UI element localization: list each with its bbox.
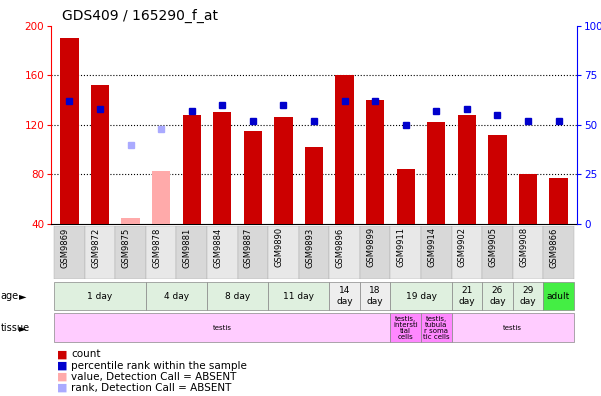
FancyBboxPatch shape bbox=[451, 314, 574, 342]
Text: ■: ■ bbox=[57, 383, 67, 393]
Text: rank, Detection Call = ABSENT: rank, Detection Call = ABSENT bbox=[71, 383, 231, 393]
Bar bbox=[121, 217, 140, 224]
Text: 11 day: 11 day bbox=[283, 291, 314, 301]
Text: testis: testis bbox=[503, 325, 522, 331]
Text: adult: adult bbox=[547, 291, 570, 301]
Bar bbox=[305, 147, 323, 224]
Text: GSM9893: GSM9893 bbox=[305, 227, 314, 268]
Text: ►: ► bbox=[19, 323, 26, 333]
Text: testis,
intersti
tial
cells: testis, intersti tial cells bbox=[394, 316, 418, 340]
Text: GSM9902: GSM9902 bbox=[458, 227, 467, 267]
FancyBboxPatch shape bbox=[482, 282, 513, 310]
Text: 29
day: 29 day bbox=[520, 286, 536, 306]
Text: GSM9878: GSM9878 bbox=[152, 227, 161, 268]
Text: ■: ■ bbox=[57, 349, 67, 360]
Bar bbox=[60, 38, 79, 224]
FancyBboxPatch shape bbox=[421, 226, 451, 279]
Text: 18
day: 18 day bbox=[367, 286, 383, 306]
Text: age: age bbox=[1, 291, 19, 301]
FancyBboxPatch shape bbox=[482, 226, 513, 279]
Text: GSM9875: GSM9875 bbox=[121, 227, 130, 268]
FancyBboxPatch shape bbox=[85, 226, 115, 279]
Text: ■: ■ bbox=[57, 360, 67, 371]
Text: 8 day: 8 day bbox=[225, 291, 250, 301]
Bar bbox=[152, 171, 170, 224]
Bar bbox=[243, 131, 262, 224]
Text: GSM9884: GSM9884 bbox=[213, 227, 222, 268]
Bar bbox=[183, 115, 201, 224]
FancyBboxPatch shape bbox=[360, 282, 391, 310]
FancyBboxPatch shape bbox=[543, 226, 574, 279]
Text: ►: ► bbox=[19, 291, 26, 301]
Text: GSM9911: GSM9911 bbox=[397, 227, 406, 267]
FancyBboxPatch shape bbox=[421, 314, 451, 342]
FancyBboxPatch shape bbox=[268, 282, 329, 310]
FancyBboxPatch shape bbox=[146, 226, 177, 279]
Bar bbox=[397, 169, 415, 224]
Text: count: count bbox=[71, 349, 100, 360]
Bar bbox=[458, 115, 476, 224]
Bar bbox=[488, 135, 507, 224]
Text: GSM9872: GSM9872 bbox=[91, 227, 100, 268]
Bar bbox=[91, 85, 109, 224]
FancyBboxPatch shape bbox=[268, 226, 299, 279]
Text: tissue: tissue bbox=[1, 323, 29, 333]
Text: GSM9899: GSM9899 bbox=[366, 227, 375, 267]
FancyBboxPatch shape bbox=[391, 226, 421, 279]
FancyBboxPatch shape bbox=[513, 226, 543, 279]
Text: GSM9869: GSM9869 bbox=[61, 227, 70, 268]
Text: testis,
tubula
r soma
tic cells: testis, tubula r soma tic cells bbox=[423, 316, 450, 340]
FancyBboxPatch shape bbox=[329, 226, 360, 279]
Bar bbox=[519, 174, 537, 224]
FancyBboxPatch shape bbox=[543, 282, 574, 310]
FancyBboxPatch shape bbox=[54, 314, 391, 342]
Bar bbox=[366, 100, 385, 224]
FancyBboxPatch shape bbox=[54, 282, 146, 310]
Text: GSM9890: GSM9890 bbox=[275, 227, 284, 267]
Bar bbox=[274, 117, 293, 224]
Text: GSM9914: GSM9914 bbox=[427, 227, 436, 267]
FancyBboxPatch shape bbox=[207, 226, 237, 279]
Text: 26
day: 26 day bbox=[489, 286, 506, 306]
Text: 19 day: 19 day bbox=[406, 291, 436, 301]
Text: 1 day: 1 day bbox=[87, 291, 112, 301]
FancyBboxPatch shape bbox=[146, 282, 207, 310]
FancyBboxPatch shape bbox=[237, 226, 268, 279]
FancyBboxPatch shape bbox=[329, 282, 360, 310]
FancyBboxPatch shape bbox=[115, 226, 146, 279]
Text: value, Detection Call = ABSENT: value, Detection Call = ABSENT bbox=[71, 371, 236, 382]
Text: GSM9905: GSM9905 bbox=[489, 227, 498, 267]
FancyBboxPatch shape bbox=[513, 282, 543, 310]
FancyBboxPatch shape bbox=[451, 226, 482, 279]
Text: GSM9881: GSM9881 bbox=[183, 227, 192, 268]
Text: 14
day: 14 day bbox=[337, 286, 353, 306]
Text: GSM9908: GSM9908 bbox=[519, 227, 528, 267]
Bar bbox=[213, 112, 231, 224]
FancyBboxPatch shape bbox=[207, 282, 268, 310]
Text: GSM9896: GSM9896 bbox=[335, 227, 344, 268]
Text: GDS409 / 165290_f_at: GDS409 / 165290_f_at bbox=[62, 9, 218, 23]
FancyBboxPatch shape bbox=[177, 226, 207, 279]
Text: 21
day: 21 day bbox=[459, 286, 475, 306]
Text: GSM9887: GSM9887 bbox=[244, 227, 253, 268]
Text: testis: testis bbox=[213, 325, 232, 331]
FancyBboxPatch shape bbox=[299, 226, 329, 279]
FancyBboxPatch shape bbox=[391, 314, 421, 342]
FancyBboxPatch shape bbox=[391, 282, 451, 310]
Text: ■: ■ bbox=[57, 371, 67, 382]
FancyBboxPatch shape bbox=[54, 226, 85, 279]
Bar bbox=[335, 75, 354, 224]
Bar bbox=[427, 122, 445, 224]
FancyBboxPatch shape bbox=[360, 226, 391, 279]
Text: percentile rank within the sample: percentile rank within the sample bbox=[71, 360, 247, 371]
FancyBboxPatch shape bbox=[451, 282, 482, 310]
Text: 4 day: 4 day bbox=[164, 291, 189, 301]
Text: GSM9866: GSM9866 bbox=[550, 227, 558, 268]
Bar bbox=[549, 178, 568, 224]
